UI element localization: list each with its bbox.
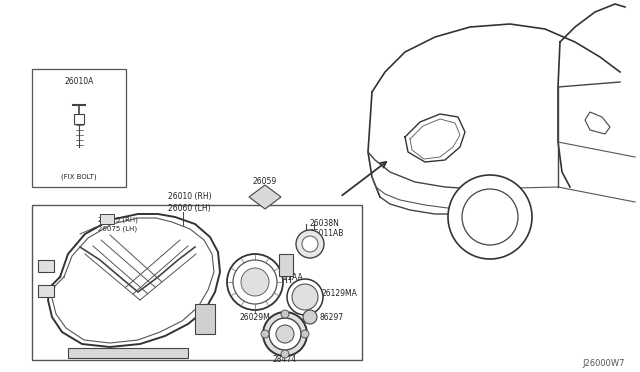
Circle shape [241,268,269,296]
Circle shape [448,175,532,259]
Text: J26000W7: J26000W7 [582,359,625,369]
Circle shape [287,279,323,315]
Polygon shape [585,112,610,134]
Circle shape [269,318,301,350]
Text: 26075 (LH): 26075 (LH) [98,226,137,232]
Circle shape [227,254,283,310]
Text: 26059: 26059 [253,177,277,186]
Bar [100,214,114,224]
Bar [68,348,188,358]
Bar [32,69,126,187]
Text: 26038N: 26038N [310,219,340,228]
Text: 26011AB: 26011AB [310,230,344,238]
Circle shape [462,189,518,245]
Bar [279,254,293,276]
Bar [38,260,54,272]
Bar [195,304,215,334]
Circle shape [303,310,317,324]
Circle shape [233,260,277,304]
Text: 26025 (RH): 26025 (RH) [98,217,138,223]
Text: 26010 (RH): 26010 (RH) [168,192,212,202]
Circle shape [281,310,289,318]
Text: 86297: 86297 [320,312,344,321]
Circle shape [276,325,294,343]
Text: 26011AA: 26011AA [269,273,303,282]
Circle shape [302,236,318,252]
Polygon shape [249,185,281,209]
Text: 26129MA: 26129MA [322,289,358,298]
Circle shape [263,312,307,356]
Bar [74,114,84,124]
Text: 28474: 28474 [273,356,297,365]
Circle shape [261,330,269,338]
Bar [38,285,54,297]
Text: 26060 (LH): 26060 (LH) [168,205,211,214]
Circle shape [301,330,309,338]
Text: 26029M: 26029M [239,312,270,321]
Bar [32,205,362,360]
Circle shape [296,230,324,258]
Circle shape [281,350,289,358]
Text: 26010A: 26010A [64,77,93,86]
Text: (FIX BOLT): (FIX BOLT) [61,174,97,180]
Circle shape [292,284,318,310]
